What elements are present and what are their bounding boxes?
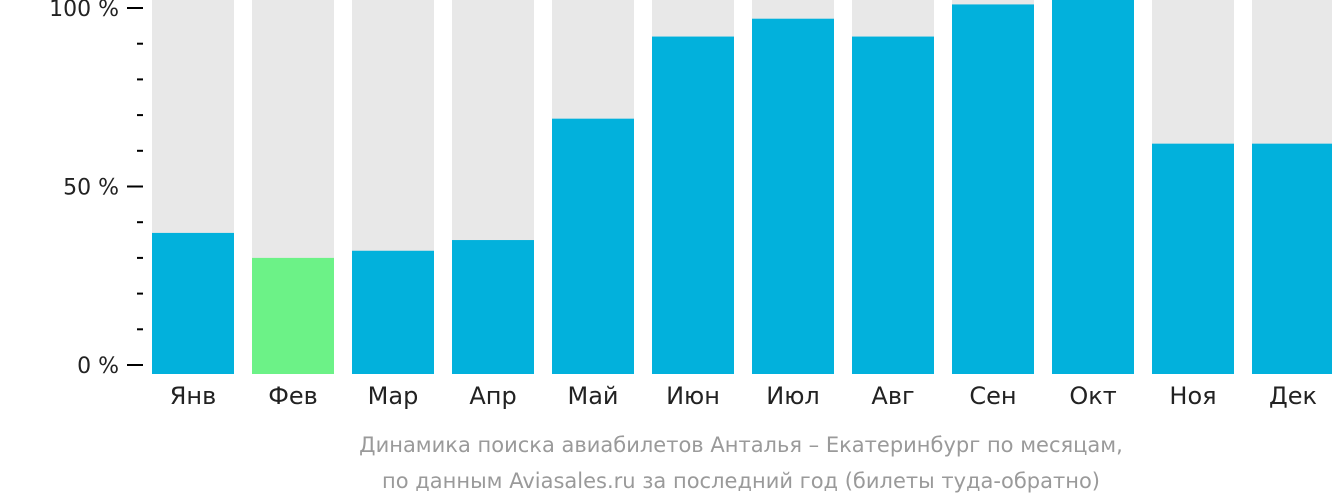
chart-caption-line-1: Динамика поиска авиабилетов Анталья – Ек… [359, 433, 1123, 457]
chart-caption-line-2: по данным Aviasales.ru за последний год … [382, 469, 1100, 493]
x-tick-label: Июн [666, 382, 720, 410]
bar-11 [1152, 143, 1234, 374]
x-tick-label: Апр [469, 382, 516, 410]
bar-9 [952, 4, 1034, 375]
x-tick-label: Сен [969, 382, 1016, 410]
x-tick-label: Май [567, 382, 618, 410]
x-tick-label: Июл [766, 382, 820, 410]
x-tick-label: Авг [871, 382, 914, 410]
bar-7 [752, 18, 834, 375]
data-bars [152, 0, 1332, 375]
bar-1 [152, 232, 234, 374]
bar-2 [252, 257, 334, 374]
bar-6 [652, 36, 734, 375]
x-tick-label: Фев [268, 382, 318, 410]
x-tick-label: Янв [170, 382, 217, 410]
bar-8 [852, 36, 934, 375]
bar-5 [552, 118, 634, 374]
y-axis: 0 % 50 % 100 % [49, 0, 143, 379]
y-tick-label: 50 % [63, 176, 119, 201]
x-tick-label: Окт [1069, 382, 1116, 410]
x-tick-label: Мар [368, 382, 419, 410]
x-axis-labels: Янв Фев Мар Апр Май Июн Июл Авг Сен Окт Ноя Дек [170, 382, 1317, 410]
bar-10 [1052, 0, 1134, 374]
x-tick-label: Дек [1269, 382, 1317, 410]
x-tick-label: Ноя [1169, 382, 1216, 410]
y-tick-label: 100 % [49, 0, 119, 22]
bar-4 [452, 240, 534, 374]
y-tick-label: 0 % [77, 354, 119, 379]
bar-3 [352, 250, 434, 374]
bar-12 [1252, 143, 1332, 374]
